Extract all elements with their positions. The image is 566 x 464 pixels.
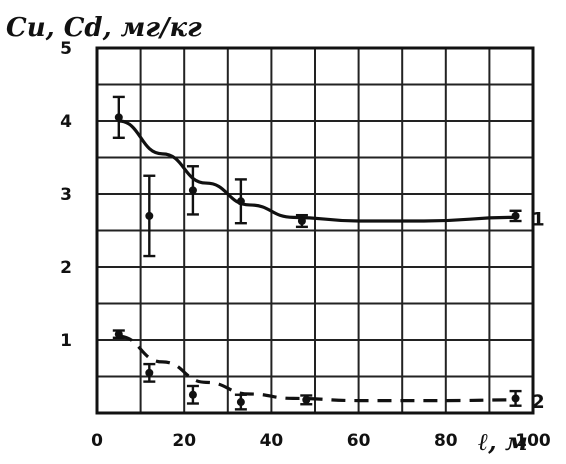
series-line <box>118 334 516 403</box>
point-marker <box>145 368 154 377</box>
grid <box>97 48 533 413</box>
point-marker <box>302 395 311 404</box>
point-marker <box>297 217 306 226</box>
x-axis-label: ℓ, м <box>478 427 528 456</box>
data-point <box>295 213 308 229</box>
data-point <box>143 174 156 258</box>
series-2: 2 <box>112 329 545 413</box>
x-tick-label: 0 <box>91 431 103 451</box>
x-tick-label: 20 <box>172 431 196 451</box>
series-label: 1 <box>532 208 545 230</box>
plot-frame <box>95 46 535 415</box>
data-point <box>143 362 156 383</box>
x-tick-labels: 0 20 40 60 80 100 <box>91 431 551 451</box>
data-point <box>300 394 313 406</box>
series-1: 1 <box>112 95 545 258</box>
point-marker <box>511 211 520 220</box>
data-point <box>186 384 199 405</box>
series-line <box>118 119 516 223</box>
point-marker <box>511 394 520 403</box>
y-tick-label: 4 <box>60 112 72 132</box>
y-tick-label: 5 <box>60 39 72 59</box>
point-marker <box>114 113 123 122</box>
y-tick-labels: 1 2 3 4 5 <box>60 39 72 351</box>
data-point <box>234 393 247 411</box>
data-point <box>509 209 522 223</box>
data-point <box>509 389 522 407</box>
y-tick-label: 1 <box>60 331 72 351</box>
x-tick-label: 60 <box>347 431 371 451</box>
data-point <box>112 95 125 139</box>
x-tick-label: 40 <box>260 431 284 451</box>
data-point <box>186 165 199 216</box>
y-tick-label: 2 <box>60 258 72 278</box>
x-tick-label: 100 <box>515 431 551 451</box>
data-point <box>112 329 125 340</box>
point-marker <box>188 186 197 195</box>
y-axis-label: Cu, Cd, мг/кг <box>6 13 202 43</box>
x-tick-label: 80 <box>434 431 458 451</box>
plot-border <box>95 46 535 415</box>
point-marker <box>114 330 123 339</box>
y-tick-label: 3 <box>60 185 72 205</box>
point-marker <box>236 197 245 206</box>
point-marker <box>145 211 154 220</box>
series-layer: 12 <box>112 95 545 413</box>
series-label: 2 <box>532 391 545 413</box>
point-marker <box>236 398 245 407</box>
point-marker <box>188 390 197 399</box>
data-point <box>234 178 247 225</box>
